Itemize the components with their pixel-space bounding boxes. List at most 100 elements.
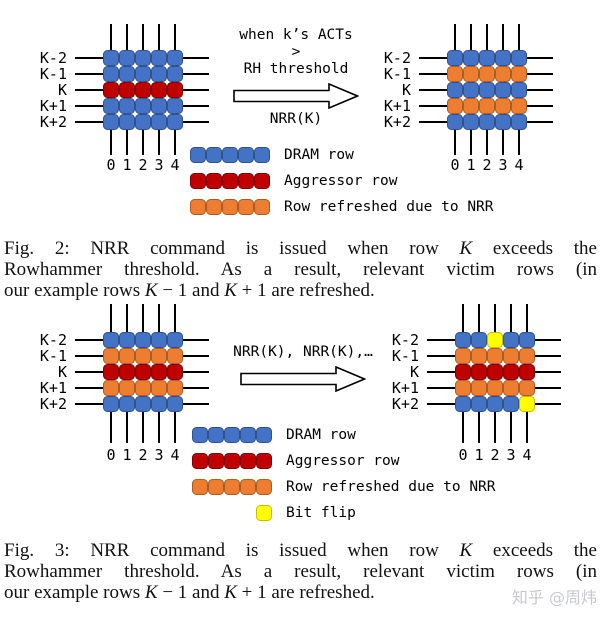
fig3-left-dram-grid: K-2 K-1 K K+1 K+2 0 1 2 3 4 bbox=[31, 304, 209, 464]
legend-item: Bit flip bbox=[192, 505, 496, 521]
dram-cell-blue bbox=[511, 114, 527, 130]
dram-cell-blue bbox=[503, 396, 519, 412]
col-label: 1 bbox=[122, 156, 132, 174]
legend-cell-orange bbox=[224, 479, 240, 495]
legend-cell-red bbox=[238, 173, 254, 189]
dram-cell-orange bbox=[503, 348, 519, 364]
dram-cell-red bbox=[151, 82, 167, 98]
dram-cell-blue bbox=[119, 50, 135, 66]
row-label: K bbox=[409, 363, 419, 381]
row-label: K-2 bbox=[39, 331, 67, 349]
dram-cell-blue bbox=[479, 82, 495, 98]
dram-cell-orange bbox=[495, 98, 511, 114]
dram-cell-yellow bbox=[487, 332, 503, 348]
legend-cell-orange bbox=[240, 479, 256, 495]
legend-cell-blue bbox=[240, 427, 256, 443]
dram-cell-blue bbox=[135, 66, 151, 82]
dram-cell-orange bbox=[455, 348, 471, 364]
legend-item: Row refreshed due to NRR bbox=[192, 479, 496, 495]
legend-cell-blue bbox=[222, 147, 238, 163]
row-label: K-2 bbox=[383, 49, 411, 67]
dram-cell-blue bbox=[135, 98, 151, 114]
dram-cell-red bbox=[119, 82, 135, 98]
dram-cell-red bbox=[119, 364, 135, 380]
dram-cell-blue bbox=[103, 98, 119, 114]
legend-swatch bbox=[190, 199, 270, 215]
legend-cell-red bbox=[254, 173, 270, 189]
legend-label: Aggressor row bbox=[284, 173, 398, 189]
col-label: 0 bbox=[106, 156, 116, 174]
row-label: K bbox=[57, 81, 67, 99]
dram-cell-blue bbox=[103, 114, 119, 130]
dram-cell-blue bbox=[119, 396, 135, 412]
legend-label: DRAM row bbox=[284, 147, 354, 163]
legend-swatch bbox=[192, 479, 272, 495]
col-label: 3 bbox=[154, 446, 164, 464]
dram-cell-blue bbox=[119, 98, 135, 114]
caption-line: Rowhammer threshold. As a result, releva… bbox=[4, 259, 597, 280]
fig3-right-arrow-icon bbox=[240, 366, 366, 392]
fig2-right-arrow-icon bbox=[233, 83, 359, 109]
dram-cell-red bbox=[167, 364, 183, 380]
dram-cell-red bbox=[103, 364, 119, 380]
dram-cell-orange bbox=[487, 380, 503, 396]
dram-cell-orange bbox=[167, 380, 183, 396]
legend-cell-orange bbox=[208, 479, 224, 495]
col-label: 2 bbox=[482, 156, 492, 174]
dram-cell-blue bbox=[135, 114, 151, 130]
dram-cell-blue bbox=[103, 50, 119, 66]
dram-cell-orange bbox=[503, 380, 519, 396]
dram-cell-blue bbox=[151, 396, 167, 412]
row-label: K-2 bbox=[39, 49, 67, 67]
dram-cell-blue bbox=[479, 114, 495, 130]
fig2-left-dram-grid: K-2 K-1 K K+1 K+2 0 1 2 3 4 bbox=[31, 24, 209, 174]
caption-line: Fig. 2: NRR command is issued when row K… bbox=[4, 238, 597, 259]
dram-cell-blue bbox=[119, 66, 135, 82]
dram-cell-blue bbox=[151, 66, 167, 82]
dram-cell-orange bbox=[447, 98, 463, 114]
row-label: K-1 bbox=[391, 347, 419, 365]
row-label: K+1 bbox=[383, 97, 411, 115]
dram-cell-orange bbox=[495, 66, 511, 82]
row-label: K bbox=[401, 81, 411, 99]
caption-line: our example rows K − 1 and K + 1 are ref… bbox=[4, 582, 375, 603]
dram-cell-blue bbox=[151, 98, 167, 114]
dram-cell-orange bbox=[479, 98, 495, 114]
dram-cell-blue bbox=[519, 332, 535, 348]
watermark: 知乎 @周炜 bbox=[511, 588, 597, 607]
col-label: 4 bbox=[170, 156, 180, 174]
dram-cell-blue bbox=[463, 50, 479, 66]
legend-label: Row refreshed due to NRR bbox=[286, 479, 496, 495]
dram-cell-blue bbox=[463, 82, 479, 98]
dram-cell-blue bbox=[455, 332, 471, 348]
legend-cell-red bbox=[208, 453, 224, 469]
fig2-caption: Fig. 2: NRR command is issued when row K… bbox=[4, 238, 597, 301]
legend-cell-blue bbox=[224, 427, 240, 443]
dram-cell-red bbox=[103, 82, 119, 98]
fig3-nrr-sequence-label: NRR(K), NRR(K),… bbox=[233, 344, 373, 360]
dram-cell-orange bbox=[119, 348, 135, 364]
dram-cell-orange bbox=[455, 380, 471, 396]
dram-cell-orange bbox=[151, 348, 167, 364]
dram-cell-orange bbox=[103, 380, 119, 396]
dram-cell-blue bbox=[471, 332, 487, 348]
dram-cell-blue bbox=[447, 114, 463, 130]
dram-cell-orange bbox=[167, 348, 183, 364]
legend-cell-orange bbox=[254, 199, 270, 215]
dram-cell-blue bbox=[511, 50, 527, 66]
fig2-condition-text-line1: when k’s ACTs bbox=[239, 27, 353, 43]
col-label: 4 bbox=[514, 156, 524, 174]
legend-item: Row refreshed due to NRR bbox=[190, 199, 494, 215]
fig2-right-dram-grid: K-2 K-1 K K+1 K+2 0 1 2 3 4 bbox=[375, 24, 553, 174]
dram-cell-orange bbox=[511, 66, 527, 82]
legend-cell-blue bbox=[192, 427, 208, 443]
legend-item: DRAM row bbox=[190, 147, 494, 163]
col-label: 1 bbox=[474, 446, 484, 464]
dram-cell-blue bbox=[135, 332, 151, 348]
dram-cell-red bbox=[167, 82, 183, 98]
dram-cell-blue bbox=[167, 114, 183, 130]
row-label: K+2 bbox=[39, 395, 67, 413]
dram-cell-blue bbox=[103, 66, 119, 82]
dram-cell-blue bbox=[471, 396, 487, 412]
legend-cell-red bbox=[222, 173, 238, 189]
